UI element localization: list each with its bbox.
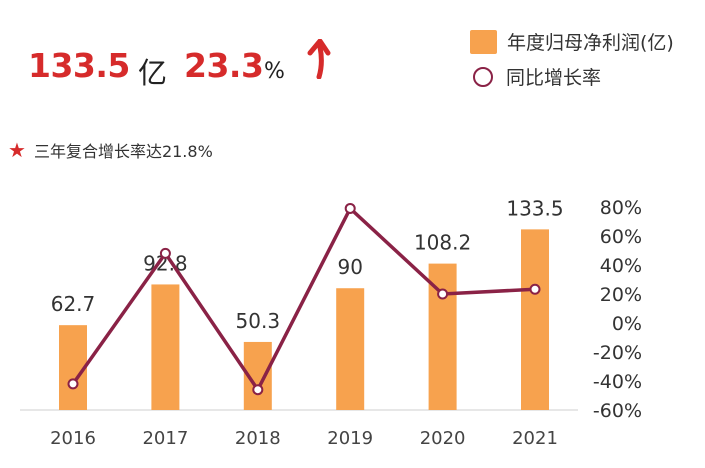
bar-2019: [336, 288, 365, 410]
cagr-text: 三年复合增长率达21.8%: [33, 142, 213, 161]
y-right-tick-label: -60%: [593, 400, 642, 422]
y-right-tick-label: 0%: [612, 313, 642, 335]
y-right-tick-label: 40%: [600, 255, 642, 277]
bar-value-label-2020: 108.2: [414, 231, 471, 255]
y-right-tick-label: -40%: [593, 371, 642, 393]
growth-point-2018: [252, 384, 264, 396]
y-right-tick-label: 80%: [600, 197, 642, 219]
x-tick-label-2021: 2021: [512, 428, 558, 449]
y-right-tick-label: 20%: [600, 284, 642, 306]
growth-point-2017: [159, 247, 171, 259]
x-tick-label-2020: 2020: [420, 428, 466, 449]
bar-2017: [151, 284, 180, 410]
bar-2020: [428, 263, 457, 410]
growth-unit: %: [264, 59, 285, 84]
growth-point-2016: [67, 378, 79, 390]
bar-value-label-2018: 50.3: [236, 309, 281, 333]
y-right-tick-label: -20%: [593, 342, 642, 364]
legend-item-growth: 同比增长率: [470, 63, 601, 90]
x-tick-label-2016: 2016: [50, 428, 96, 449]
y-right-tick-label: 60%: [600, 226, 642, 248]
bar-value-label-2019: 90: [337, 255, 362, 279]
legend-bar-swatch: [470, 29, 497, 54]
up-arrow-icon: [307, 39, 331, 79]
x-tick-label-2018: 2018: [235, 428, 281, 449]
x-tick-label-2017: 2017: [142, 428, 188, 449]
x-tick-label-2019: 2019: [327, 428, 373, 449]
legend-item-profit: 年度归母净利润(亿): [470, 28, 674, 55]
growth-rate-line: [71, 205, 536, 394]
growth-point-2020: [437, 288, 449, 300]
cagr-note: ★ 三年复合增长率达21.8%: [8, 138, 213, 162]
star-icon: ★: [8, 138, 26, 162]
bar-2016: [59, 325, 87, 410]
bar-value-label-2016: 62.7: [51, 292, 96, 316]
bar-2021: [521, 229, 549, 410]
growth-point-2019: [344, 202, 356, 214]
legend-label-growth: 同比增长率: [506, 67, 602, 89]
profit-value: 133.5: [28, 46, 130, 85]
growth-value: 23.3: [184, 46, 264, 85]
legend-label-profit: 年度归母净利润(亿): [507, 32, 674, 54]
growth-point-2021: [529, 283, 541, 295]
bar-value-label-2021: 133.5: [506, 196, 563, 220]
profit-unit: 亿: [138, 56, 168, 90]
legend-line-marker: [473, 66, 493, 87]
